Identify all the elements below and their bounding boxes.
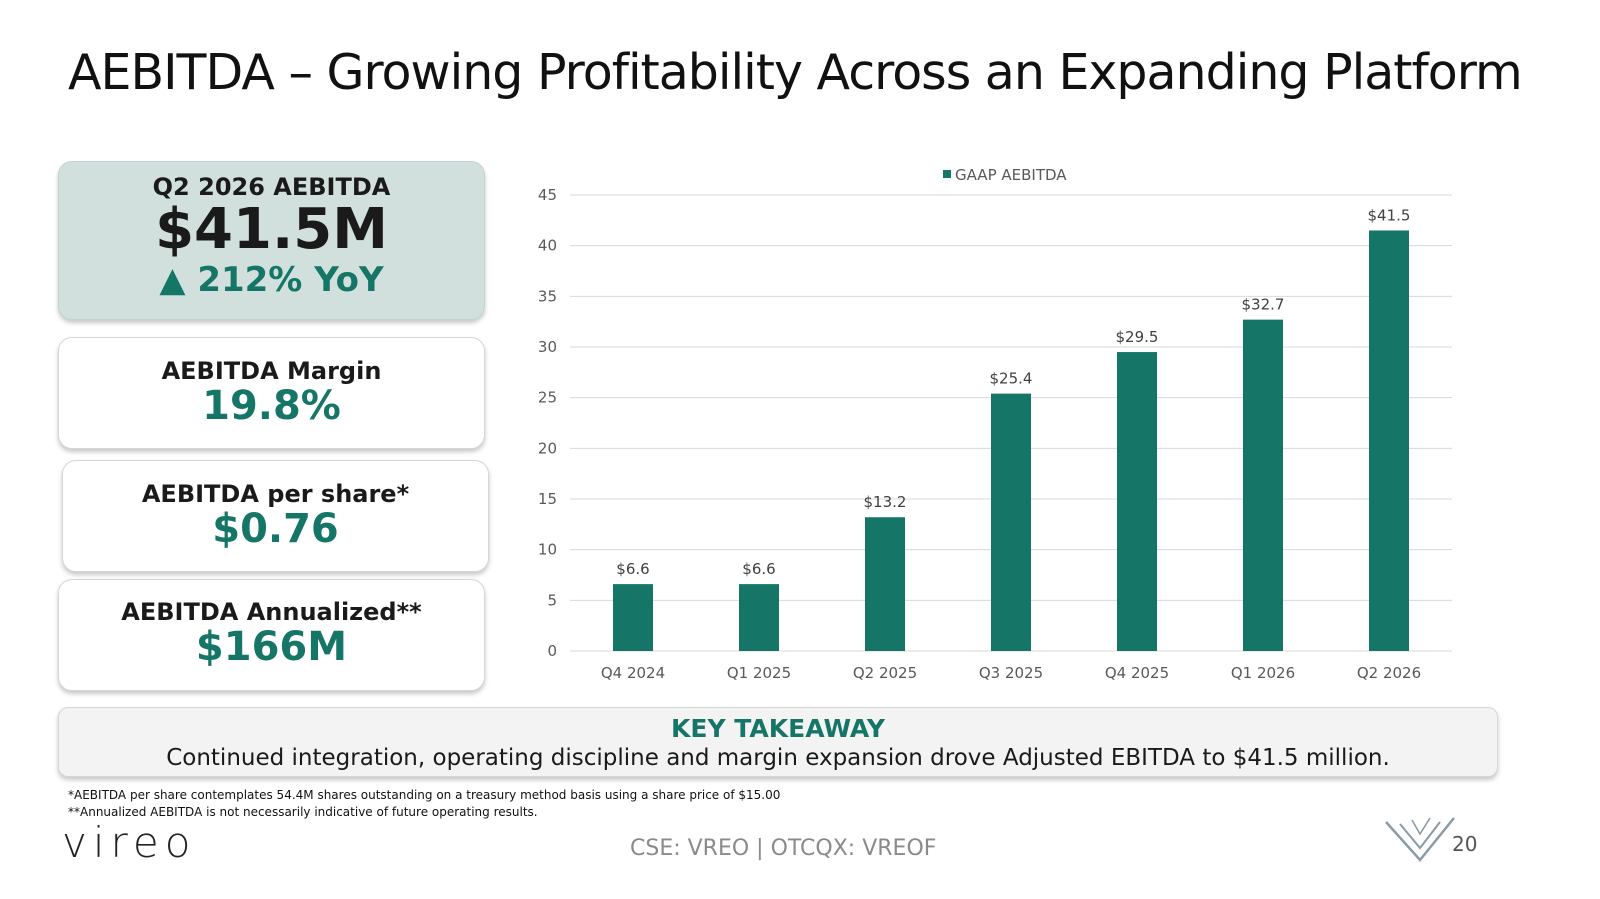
y-tick-label: 35 xyxy=(538,287,557,305)
aebitda-margin-value: 19.8% xyxy=(202,383,341,429)
bar xyxy=(865,517,905,651)
data-label: $32.7 xyxy=(1242,296,1285,314)
data-label: $41.5 xyxy=(1368,206,1411,224)
x-tick-label: Q3 2025 xyxy=(979,664,1043,682)
x-tick-label: Q2 2025 xyxy=(853,664,917,682)
key-takeaway-heading: KEY TAKEAWAY xyxy=(671,714,885,743)
page-number: 20 xyxy=(1452,832,1478,856)
vireo-logo: vireo xyxy=(62,818,197,867)
aebitda-per-share-value: $0.76 xyxy=(212,506,339,552)
x-tick-label: Q4 2025 xyxy=(1105,664,1169,682)
aebitda-per-share-card: AEBITDA per share* $0.76 xyxy=(62,460,489,572)
key-takeaway-text: Continued integration, operating discipl… xyxy=(166,745,1390,771)
y-tick-label: 10 xyxy=(538,541,557,559)
x-tick-label: Q1 2025 xyxy=(727,664,791,682)
bar xyxy=(613,584,653,651)
y-tick-label: 20 xyxy=(538,439,557,457)
aebitda-annualized-value: $166M xyxy=(195,624,348,670)
q2-2026-aebitda-label: Q2 2026 AEBITDA xyxy=(152,173,391,201)
bar xyxy=(991,393,1031,651)
y-tick-label: 0 xyxy=(547,642,557,660)
legend-label: GAAP AEBITDA xyxy=(955,166,1067,184)
aebitda-annualized-card: AEBITDA Annualized** $166M xyxy=(58,579,485,691)
data-label: $13.2 xyxy=(864,493,907,511)
aebitda-bar-chart: 0 5 10 15 20 25 30 35 40 45 $6.6 Q4 2024 $6.6 Q1 2025… xyxy=(538,166,1452,682)
ticker-symbols: CSE: VREO | OTCQX: VREOF xyxy=(630,836,937,861)
x-tick-label: Q2 2026 xyxy=(1357,664,1421,682)
key-takeaway-box: KEY TAKEAWAY Continued integration, oper… xyxy=(58,707,1498,777)
q2-2026-aebitda-card: Q2 2026 AEBITDA $41.5M ▲ 212% YoY xyxy=(58,161,485,320)
aebitda-margin-label: AEBITDA Margin xyxy=(161,357,382,385)
y-tick-label: 5 xyxy=(547,591,557,609)
y-tick-label: 25 xyxy=(538,389,557,407)
footnote-per-share: *AEBITDA per share contemplates 54.4M sh… xyxy=(68,788,781,802)
page-title: AEBITDA – Growing Profitability Across a… xyxy=(68,44,1523,101)
footnote-annualized: **Annualized AEBITDA is not necessarily … xyxy=(68,805,538,819)
y-tick-label: 15 xyxy=(538,490,557,508)
y-tick-label: 30 xyxy=(538,338,557,356)
data-label: $25.4 xyxy=(990,370,1033,388)
y-tick-label: 40 xyxy=(538,237,557,255)
aebitda-per-share-label: AEBITDA per share* xyxy=(141,480,410,508)
vireo-mark-icon xyxy=(1385,817,1455,862)
q2-2026-aebitda-value: $41.5M xyxy=(155,197,388,262)
data-label: $29.5 xyxy=(1116,328,1159,346)
bar xyxy=(1369,230,1409,651)
data-label: $6.6 xyxy=(742,560,775,578)
bar xyxy=(1243,319,1283,651)
x-tick-label: Q4 2024 xyxy=(601,664,665,682)
bar xyxy=(1117,352,1157,651)
data-label: $6.6 xyxy=(616,560,649,578)
x-tick-label: Q1 2026 xyxy=(1231,664,1295,682)
aebitda-annualized-label: AEBITDA Annualized** xyxy=(121,598,422,626)
bar xyxy=(739,584,779,651)
yoy-growth: ▲ 212% YoY xyxy=(159,259,384,300)
legend-swatch xyxy=(943,170,951,178)
aebitda-margin-card: AEBITDA Margin 19.8% xyxy=(58,337,485,449)
y-tick-label: 45 xyxy=(538,186,557,204)
